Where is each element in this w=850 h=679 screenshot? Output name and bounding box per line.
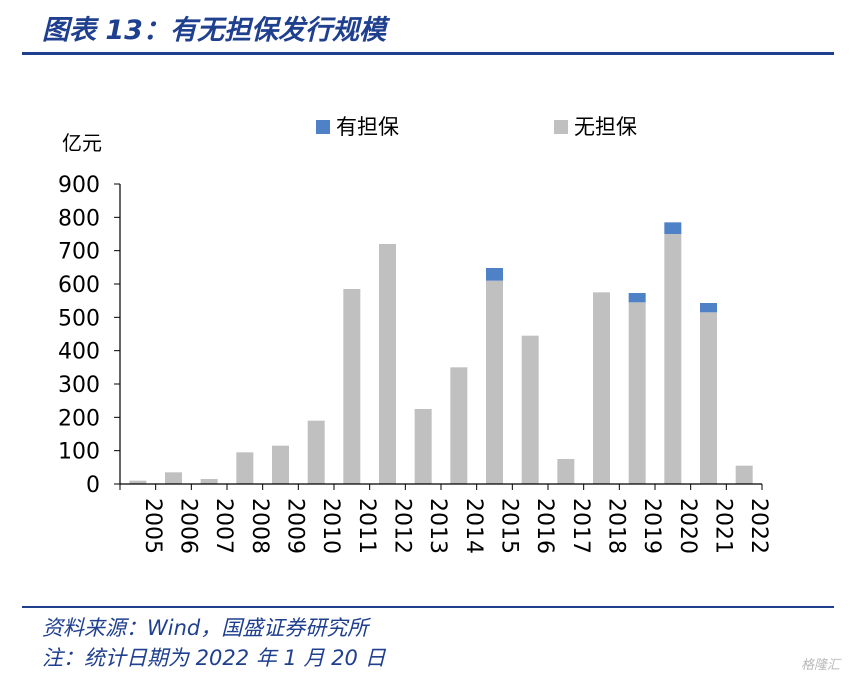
- x-tick-label: 2016: [532, 498, 557, 554]
- source-note: 资料来源：Wind，国盛证券研究所: [42, 616, 369, 640]
- x-tick-label: 2015: [497, 498, 522, 554]
- y-tick-label: 600: [58, 273, 100, 298]
- date-note: 注：统计日期为 2022 年 1 月 20 日: [42, 646, 386, 670]
- y-tick-label: 900: [58, 173, 100, 198]
- x-tick-label: 2018: [604, 498, 629, 554]
- legend-swatch: [316, 120, 330, 134]
- legend-label: 无担保: [574, 115, 637, 139]
- x-axis: 2005 2006 2007 2008 2009 2010 2011 2012 2013 2014…: [119, 483, 771, 554]
- x-tick-label: 2005: [140, 498, 165, 554]
- bar-unsecured: [628, 302, 646, 484]
- bar-unsecured: [272, 445, 289, 484]
- bar-chart: 有担保 无担保 亿元 0 100 200 300 400 500 600 700 800 900 2…: [58, 115, 771, 554]
- bar-unsecured: [450, 367, 468, 484]
- legend: 有担保 无担保: [316, 115, 637, 139]
- y-tick-label: 100: [58, 440, 100, 465]
- bar-unsecured: [664, 234, 682, 484]
- bar-unsecured: [700, 312, 717, 484]
- x-tick-label: 2007: [211, 498, 236, 554]
- bar-unsecured: [379, 244, 396, 484]
- bar-unsecured: [593, 292, 610, 484]
- x-tick-label: 2020: [675, 498, 700, 554]
- title-rule: [22, 52, 834, 55]
- bar-unsecured: [307, 420, 325, 484]
- bar-unsecured: [129, 480, 147, 484]
- y-tick-label: 800: [58, 206, 100, 231]
- bar-secured: [700, 303, 717, 313]
- bar-unsecured: [236, 452, 254, 484]
- bar-unsecured: [486, 280, 503, 484]
- y-tick-label: 700: [58, 240, 100, 265]
- x-tick-label: 2008: [247, 498, 272, 554]
- bar-secured: [628, 293, 646, 303]
- bars: [129, 222, 753, 484]
- watermark-logo: 格隆汇: [800, 658, 840, 673]
- x-tick-label: 2013: [425, 498, 450, 554]
- legend-swatch: [554, 120, 568, 134]
- bar-unsecured: [200, 479, 218, 484]
- y-tick-label: 300: [58, 373, 100, 398]
- x-tick-label: 2009: [283, 498, 308, 554]
- bar-secured: [664, 222, 682, 234]
- footer-rule: [22, 606, 834, 608]
- x-tick-label: 2012: [390, 498, 415, 554]
- bar-unsecured: [557, 459, 575, 484]
- x-tick-label: 2010: [318, 498, 343, 554]
- x-tick-label: 2014: [461, 498, 486, 554]
- y-tick-label: 0: [86, 473, 100, 498]
- x-tick-label: 2021: [711, 498, 736, 554]
- bar-unsecured: [521, 335, 539, 484]
- x-tick-label: 2011: [354, 498, 379, 554]
- legend-label: 有担保: [336, 115, 399, 139]
- y-tick-label: 200: [58, 406, 100, 431]
- y-tick-label: 500: [58, 306, 100, 331]
- bar-unsecured: [343, 289, 361, 484]
- y-tick-label: 400: [58, 340, 100, 365]
- x-tick-label: 2019: [639, 498, 664, 554]
- x-tick-label: 2006: [176, 498, 201, 554]
- bar-unsecured: [165, 472, 182, 484]
- y-axis: 0 100 200 300 400 500 600 700 800 900: [58, 173, 121, 498]
- bar-secured: [486, 268, 503, 281]
- chart-title: 图表 13：有无担保发行规模: [42, 15, 386, 46]
- x-tick-label: 2022: [746, 498, 771, 554]
- x-tick-label: 2017: [568, 498, 593, 554]
- bar-unsecured: [735, 465, 753, 484]
- y-unit-label: 亿元: [62, 131, 102, 155]
- bar-unsecured: [414, 409, 432, 484]
